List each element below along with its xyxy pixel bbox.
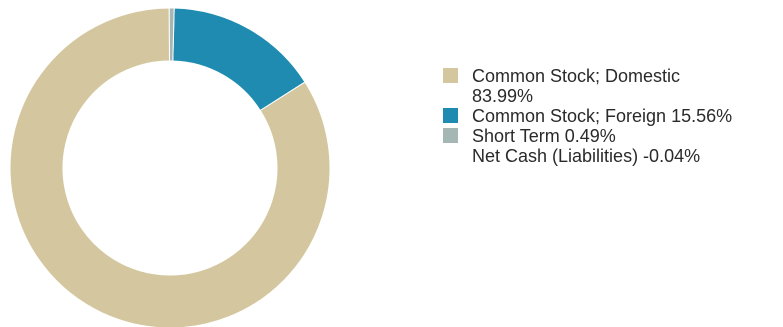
legend-item-common-stock-foreign: Common Stock; Foreign 15.56% bbox=[443, 106, 783, 126]
legend-value-common-stock-domestic: 83.99% bbox=[472, 86, 534, 106]
donut-slice-common-stock-domestic bbox=[9, 7, 331, 327]
legend-label-common-stock-domestic: Common Stock; Domestic bbox=[472, 66, 681, 86]
donut-slice-short-term bbox=[168, 7, 175, 62]
legend-item-common-stock-domestic: Common Stock; Domestic 83.99% bbox=[443, 66, 783, 106]
legend-swatch-short-term bbox=[443, 128, 458, 143]
legend-item-net-cash: Net Cash (Liabilities) -0.04% bbox=[443, 146, 783, 166]
donut-chart bbox=[9, 7, 331, 327]
legend-label-short-term: Short Term 0.49% bbox=[472, 126, 616, 146]
legend-label-common-stock-foreign: Common Stock; Foreign 15.56% bbox=[472, 106, 733, 126]
legend-swatch-common-stock-domestic bbox=[443, 68, 458, 83]
legend-label-net-cash: Net Cash (Liabilities) -0.04% bbox=[472, 146, 701, 166]
legend: Common Stock; Domestic 83.99% Common Sto… bbox=[443, 66, 783, 166]
legend-item-short-term: Short Term 0.49% bbox=[443, 126, 783, 146]
legend-swatch-common-stock-foreign bbox=[443, 108, 458, 123]
